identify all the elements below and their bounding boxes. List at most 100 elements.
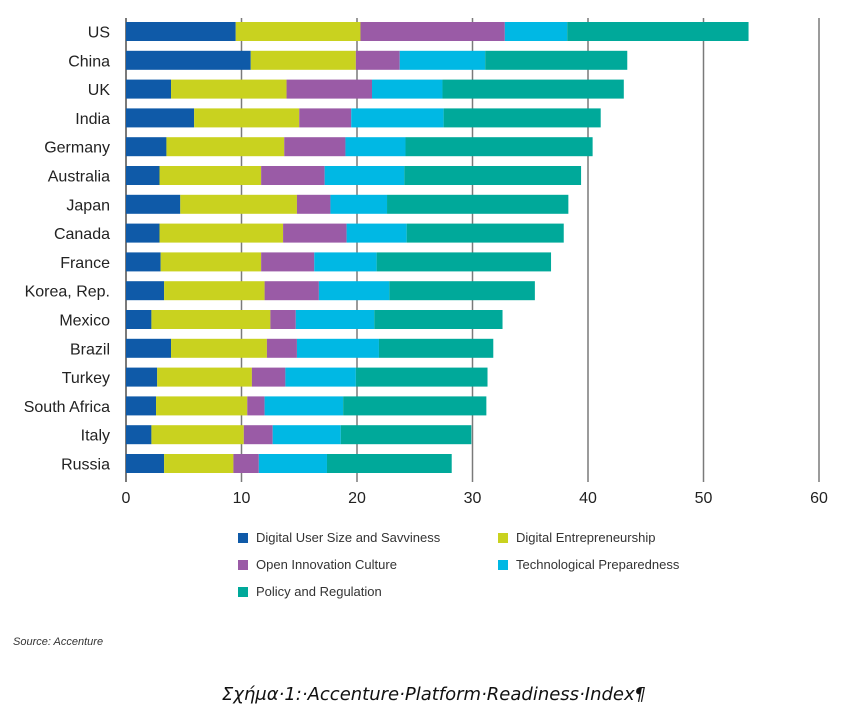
bar-segment: [151, 310, 271, 329]
bar-segment: [126, 310, 152, 329]
x-tick-label: 0: [122, 490, 131, 507]
legend-swatch: [498, 532, 508, 543]
bar-segment: [314, 252, 377, 272]
bar-segment: [156, 396, 248, 416]
stacked-bar-chart: US China UK India Germany Australia Japan Canad…: [24, 18, 828, 507]
bar-segment: [387, 194, 569, 214]
bar-segment: [296, 194, 331, 214]
bar-segment: [324, 166, 405, 185]
bar-segment: [126, 338, 172, 358]
bar-segment: [126, 367, 158, 387]
category-label: South Africa: [24, 399, 110, 416]
category-labels: US China UK India Germany Australia Japan Canad…: [24, 25, 111, 474]
bar-segment: [126, 50, 251, 70]
x-tick-label: 10: [233, 490, 251, 507]
bar-segment: [171, 338, 267, 358]
category-label: Russia: [61, 457, 110, 474]
bar-segment: [126, 396, 157, 416]
bar-segment: [443, 108, 601, 128]
bar-segment: [284, 137, 346, 157]
legend-swatch: [238, 559, 248, 570]
bar-segment: [164, 281, 265, 301]
figure-caption: Σχήμα·1:·Accenture·Platform·Readiness·In…: [221, 684, 647, 705]
legend-label: Digital Entrepreneurship: [516, 530, 656, 545]
bar-segment: [126, 223, 160, 243]
x-tick-label: 50: [695, 490, 713, 507]
legend-swatch: [238, 532, 248, 543]
legend-item: Digital User Size and Savviness: [238, 530, 440, 545]
bar-segment: [266, 338, 297, 358]
bar-segment: [126, 166, 160, 185]
category-label: Japan: [66, 197, 110, 214]
bar-segment: [442, 79, 624, 99]
legend-item: Technological Preparedness: [498, 557, 679, 572]
x-tick-label: 60: [810, 490, 828, 507]
bar-segment: [330, 194, 388, 214]
bar-segment: [372, 79, 443, 99]
bar-segment: [166, 137, 285, 157]
bar-segment: [164, 454, 234, 473]
bar-segment: [326, 454, 452, 473]
x-tick-label: 30: [464, 490, 482, 507]
bar-segment: [126, 425, 152, 445]
category-label: Italy: [81, 428, 110, 445]
category-label: Germany: [44, 140, 110, 157]
bar-segment: [126, 137, 167, 157]
bar-segment: [355, 367, 488, 387]
category-label: Turkey: [62, 370, 110, 387]
bar-segment: [270, 310, 296, 329]
bar-segment: [399, 50, 486, 70]
bar-segment: [250, 50, 356, 70]
bar-segment: [126, 454, 165, 473]
legend-swatch: [238, 586, 248, 597]
legend-item: Open Innovation Culture: [238, 557, 397, 572]
bar-segment: [374, 310, 503, 329]
bar-segment: [251, 367, 286, 387]
bar-segment: [159, 223, 284, 243]
bar-segment: [272, 425, 341, 445]
bar-segment: [264, 396, 344, 416]
bar-segment: [355, 50, 400, 70]
x-tick-labels: 0 10 20 30 40 50 60: [122, 490, 828, 507]
bar-segment: [171, 79, 287, 99]
bar-segment: [247, 396, 265, 416]
legend-swatch: [498, 559, 508, 570]
bar-segment: [261, 166, 325, 185]
x-tick-label: 40: [579, 490, 597, 507]
bar-segment: [378, 338, 494, 358]
category-label: UK: [88, 82, 111, 99]
bar-segment: [126, 194, 181, 214]
bar-segment: [159, 166, 262, 185]
bar-segment: [389, 281, 535, 301]
bar-segment: [286, 79, 373, 99]
category-label: Mexico: [59, 313, 110, 330]
bar-segment: [264, 281, 319, 301]
bar-segment: [261, 252, 315, 272]
category-label: India: [75, 111, 110, 128]
bar-segment: [485, 50, 628, 70]
bar-segment: [340, 425, 472, 445]
bar-segment: [504, 22, 568, 41]
legend-item: Digital Entrepreneurship: [498, 530, 655, 545]
bar-segment: [318, 281, 390, 301]
category-label: France: [60, 255, 110, 272]
legend-label: Technological Preparedness: [516, 557, 680, 572]
bar-segment: [283, 223, 347, 243]
bar-segment: [405, 137, 593, 157]
bar-segment: [295, 310, 375, 329]
bar-segment: [126, 281, 165, 301]
bar-segment: [233, 454, 259, 473]
x-tick-label: 20: [348, 490, 366, 507]
bar-segment: [194, 108, 300, 128]
bar-segment: [157, 367, 252, 387]
category-label: China: [68, 53, 110, 70]
bar-segment: [126, 108, 195, 128]
legend-label: Open Innovation Culture: [256, 557, 397, 572]
bar-segment: [296, 338, 379, 358]
category-label: Australia: [48, 169, 110, 186]
legend-label: Digital User Size and Savviness: [256, 530, 441, 545]
bar-segment: [404, 166, 582, 185]
bar-segment: [360, 22, 505, 41]
bar-segment: [243, 425, 273, 445]
bar-segment: [567, 22, 749, 41]
